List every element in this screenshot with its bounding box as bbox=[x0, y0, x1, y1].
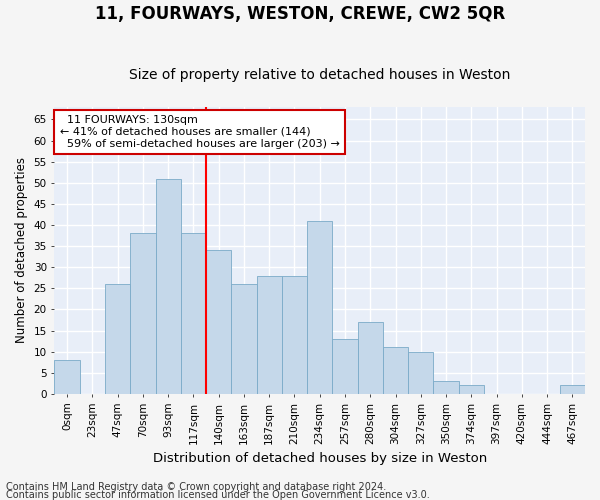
Bar bbox=[231, 284, 257, 394]
Text: 11 FOURWAYS: 130sqm
← 41% of detached houses are smaller (144)
  59% of semi-det: 11 FOURWAYS: 130sqm ← 41% of detached ho… bbox=[60, 116, 340, 148]
Bar bbox=[206, 250, 231, 394]
Bar bbox=[105, 284, 130, 394]
Text: 11, FOURWAYS, WESTON, CREWE, CW2 5QR: 11, FOURWAYS, WESTON, CREWE, CW2 5QR bbox=[95, 5, 505, 23]
X-axis label: Distribution of detached houses by size in Weston: Distribution of detached houses by size … bbox=[152, 452, 487, 465]
Bar bbox=[408, 352, 433, 394]
Bar bbox=[130, 234, 155, 394]
Title: Size of property relative to detached houses in Weston: Size of property relative to detached ho… bbox=[129, 68, 511, 82]
Bar bbox=[155, 178, 181, 394]
Bar bbox=[560, 386, 585, 394]
Bar bbox=[458, 386, 484, 394]
Bar bbox=[282, 276, 307, 394]
Y-axis label: Number of detached properties: Number of detached properties bbox=[15, 158, 28, 344]
Text: Contains HM Land Registry data © Crown copyright and database right 2024.: Contains HM Land Registry data © Crown c… bbox=[6, 482, 386, 492]
Bar bbox=[181, 234, 206, 394]
Bar bbox=[383, 348, 408, 394]
Bar bbox=[433, 381, 458, 394]
Bar bbox=[55, 360, 80, 394]
Text: Contains public sector information licensed under the Open Government Licence v3: Contains public sector information licen… bbox=[6, 490, 430, 500]
Bar bbox=[257, 276, 282, 394]
Bar bbox=[358, 322, 383, 394]
Bar bbox=[307, 221, 332, 394]
Bar bbox=[332, 339, 358, 394]
